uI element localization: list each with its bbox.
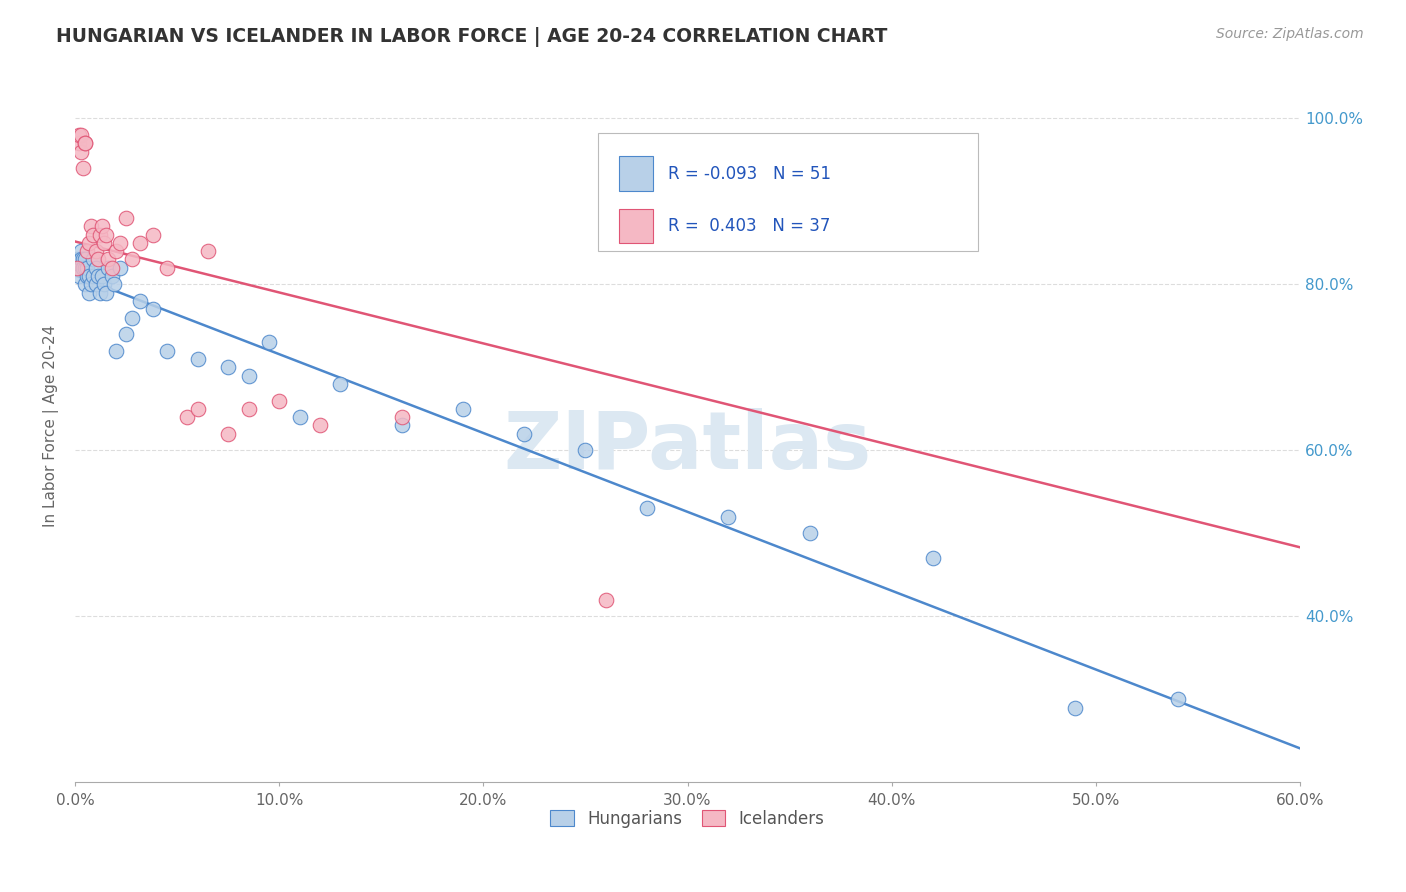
Point <box>108 235 131 250</box>
Point <box>94 227 117 242</box>
Point <box>451 401 474 416</box>
Point <box>67 136 90 151</box>
Point <box>391 410 413 425</box>
Point <box>101 268 124 283</box>
Point <box>142 227 165 242</box>
Point <box>636 501 658 516</box>
Point <box>217 360 239 375</box>
Point <box>79 285 101 300</box>
Point <box>70 252 93 267</box>
Point <box>391 418 413 433</box>
Point <box>121 252 143 267</box>
Text: R =  0.403   N = 37: R = 0.403 N = 37 <box>668 217 831 235</box>
Point <box>187 352 209 367</box>
Point <box>197 244 219 259</box>
Text: ZIPatlas: ZIPatlas <box>503 408 872 486</box>
Y-axis label: In Labor Force | Age 20-24: In Labor Force | Age 20-24 <box>44 325 59 526</box>
Point <box>82 252 104 267</box>
Point <box>94 285 117 300</box>
Text: HUNGARIAN VS ICELANDER IN LABOR FORCE | AGE 20-24 CORRELATION CHART: HUNGARIAN VS ICELANDER IN LABOR FORCE | … <box>56 27 887 46</box>
Point <box>75 252 97 267</box>
Point <box>67 268 90 283</box>
Point <box>93 277 115 292</box>
Point <box>84 260 107 275</box>
Point <box>82 268 104 283</box>
FancyBboxPatch shape <box>619 156 654 191</box>
Point <box>75 277 97 292</box>
Point <box>75 260 97 275</box>
Point <box>238 368 260 383</box>
FancyBboxPatch shape <box>619 209 654 243</box>
Point <box>108 260 131 275</box>
Point <box>86 268 108 283</box>
Point <box>72 252 94 267</box>
Point <box>89 285 111 300</box>
Point <box>76 268 98 283</box>
Point <box>129 235 152 250</box>
Point <box>89 227 111 242</box>
Point <box>86 252 108 267</box>
Point <box>156 343 179 358</box>
Point <box>70 145 93 159</box>
Text: Source: ZipAtlas.com: Source: ZipAtlas.com <box>1216 27 1364 41</box>
Point <box>80 277 103 292</box>
Point <box>97 260 120 275</box>
Point <box>104 244 127 259</box>
Point <box>595 592 617 607</box>
Point <box>70 128 93 142</box>
Point <box>799 526 821 541</box>
Point <box>269 393 291 408</box>
Point <box>121 310 143 325</box>
Point <box>217 426 239 441</box>
Point <box>187 401 209 416</box>
Point <box>66 260 89 275</box>
Point <box>75 136 97 151</box>
Point <box>79 235 101 250</box>
Point <box>66 252 89 267</box>
Point <box>93 235 115 250</box>
Point <box>84 277 107 292</box>
Point <box>90 219 112 234</box>
Point <box>129 293 152 308</box>
Point <box>1064 700 1087 714</box>
Point <box>97 252 120 267</box>
Point <box>309 418 332 433</box>
Point <box>80 219 103 234</box>
FancyBboxPatch shape <box>598 133 977 251</box>
Point <box>921 551 943 566</box>
Point <box>115 327 138 342</box>
Point <box>103 277 125 292</box>
Point <box>115 211 138 225</box>
Point <box>104 343 127 358</box>
Point <box>238 401 260 416</box>
Point <box>101 260 124 275</box>
Point <box>921 136 943 151</box>
Point <box>257 335 280 350</box>
Point <box>72 260 94 275</box>
Point <box>513 426 536 441</box>
Point <box>70 244 93 259</box>
Legend: Hungarians, Icelanders: Hungarians, Icelanders <box>544 804 831 835</box>
Point <box>574 443 596 458</box>
Point <box>142 302 165 317</box>
Point <box>67 260 90 275</box>
Point <box>288 410 311 425</box>
Text: R = -0.093   N = 51: R = -0.093 N = 51 <box>668 165 831 183</box>
Point <box>76 260 98 275</box>
Point <box>329 376 352 391</box>
Point <box>72 161 94 175</box>
Point <box>67 128 90 142</box>
Point <box>84 244 107 259</box>
Point <box>717 509 740 524</box>
Point <box>1167 692 1189 706</box>
Point <box>82 227 104 242</box>
Point <box>76 244 98 259</box>
Point <box>156 260 179 275</box>
Point <box>75 136 97 151</box>
Point <box>79 268 101 283</box>
Point <box>72 260 94 275</box>
Point <box>176 410 198 425</box>
Point <box>90 268 112 283</box>
